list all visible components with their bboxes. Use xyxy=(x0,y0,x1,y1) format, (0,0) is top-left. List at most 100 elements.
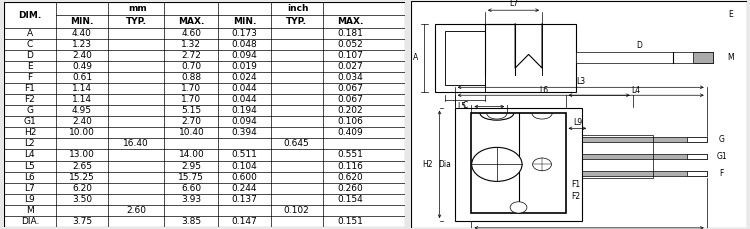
Text: 0.620: 0.620 xyxy=(337,173,363,182)
Text: inch: inch xyxy=(287,4,308,13)
Text: L6: L6 xyxy=(539,86,548,95)
Text: L6: L6 xyxy=(25,173,35,182)
Text: 0.048: 0.048 xyxy=(232,40,257,49)
Text: 0.104: 0.104 xyxy=(232,161,257,171)
Text: 1.70: 1.70 xyxy=(182,84,202,93)
Text: F: F xyxy=(27,73,32,82)
Text: 4.95: 4.95 xyxy=(72,106,92,115)
Text: 10.00: 10.00 xyxy=(69,128,95,137)
Text: MAX.: MAX. xyxy=(178,17,205,26)
Text: 6.60: 6.60 xyxy=(182,184,202,193)
Bar xyxy=(582,137,706,142)
Text: 0.49: 0.49 xyxy=(72,62,92,71)
Text: TYP.: TYP. xyxy=(126,17,147,26)
Text: 0.034: 0.034 xyxy=(337,73,363,82)
Text: L4: L4 xyxy=(632,86,640,95)
Text: H2: H2 xyxy=(24,128,36,137)
Text: M: M xyxy=(26,206,34,215)
Text: 3.85: 3.85 xyxy=(182,217,202,226)
Text: 0.019: 0.019 xyxy=(232,62,257,71)
Text: 0.88: 0.88 xyxy=(182,73,202,82)
Text: G1: G1 xyxy=(23,117,36,126)
Bar xyxy=(454,108,582,221)
Bar xyxy=(576,52,713,63)
Text: 0.260: 0.260 xyxy=(337,184,363,193)
Text: 0.094: 0.094 xyxy=(232,117,257,126)
Text: L9: L9 xyxy=(25,195,35,204)
Text: 0.600: 0.600 xyxy=(232,173,257,182)
Text: 0.181: 0.181 xyxy=(337,29,363,38)
Text: G: G xyxy=(26,106,33,115)
Text: 15.25: 15.25 xyxy=(69,173,94,182)
Text: 0.102: 0.102 xyxy=(284,206,310,215)
Text: F1: F1 xyxy=(25,84,35,93)
Text: L7: L7 xyxy=(25,184,35,193)
Text: TYP.: TYP. xyxy=(286,17,308,26)
Text: 3.93: 3.93 xyxy=(182,195,202,204)
Text: 14.00: 14.00 xyxy=(178,150,204,159)
Text: 0.027: 0.027 xyxy=(337,62,363,71)
Text: 0.154: 0.154 xyxy=(337,195,363,204)
Bar xyxy=(472,113,566,213)
Bar xyxy=(686,171,706,176)
Text: 2.40: 2.40 xyxy=(72,51,92,60)
Text: A: A xyxy=(27,29,33,38)
Text: 0.052: 0.052 xyxy=(337,40,363,49)
Text: MIN.: MIN. xyxy=(70,17,94,26)
Text: L5: L5 xyxy=(25,161,35,171)
Text: 0.394: 0.394 xyxy=(232,128,257,137)
Text: 0.70: 0.70 xyxy=(182,62,202,71)
Text: 2.40: 2.40 xyxy=(72,117,92,126)
Text: A: A xyxy=(413,53,419,62)
Text: 2.72: 2.72 xyxy=(182,51,201,60)
Text: 16.40: 16.40 xyxy=(123,139,149,148)
Text: F: F xyxy=(719,169,724,178)
Text: 0.173: 0.173 xyxy=(232,29,257,38)
Circle shape xyxy=(532,158,551,171)
Text: L3: L3 xyxy=(576,77,585,86)
Text: 0.61: 0.61 xyxy=(72,73,92,82)
Text: mm: mm xyxy=(128,4,146,13)
Text: 0.244: 0.244 xyxy=(232,184,257,193)
Text: 13.00: 13.00 xyxy=(69,150,95,159)
Text: 0.202: 0.202 xyxy=(337,106,363,115)
Text: G: G xyxy=(718,135,724,144)
Text: L2: L2 xyxy=(25,139,35,148)
Text: 0.147: 0.147 xyxy=(232,217,257,226)
Text: 0.067: 0.067 xyxy=(337,95,363,104)
Text: 0.116: 0.116 xyxy=(337,161,363,171)
Bar xyxy=(582,135,653,178)
Text: DIM.: DIM. xyxy=(18,11,41,20)
Text: 1.23: 1.23 xyxy=(72,40,92,49)
Text: 0.151: 0.151 xyxy=(337,217,363,226)
Text: 0.067: 0.067 xyxy=(337,84,363,93)
Text: L5: L5 xyxy=(458,102,466,111)
Text: 0.044: 0.044 xyxy=(232,95,257,104)
Text: 0.107: 0.107 xyxy=(337,51,363,60)
Text: 2.95: 2.95 xyxy=(182,161,201,171)
Text: 2.70: 2.70 xyxy=(182,117,201,126)
Text: 0.511: 0.511 xyxy=(232,150,257,159)
Text: 0.194: 0.194 xyxy=(232,106,257,115)
Text: 1.32: 1.32 xyxy=(182,40,201,49)
Text: 0.645: 0.645 xyxy=(284,139,310,148)
Text: 0.409: 0.409 xyxy=(337,128,363,137)
Bar xyxy=(686,137,706,142)
Bar xyxy=(686,154,706,159)
Text: D: D xyxy=(26,51,33,60)
Text: C: C xyxy=(462,101,467,110)
Text: 0.137: 0.137 xyxy=(232,195,257,204)
Text: F2: F2 xyxy=(25,95,35,104)
Text: C: C xyxy=(27,40,33,49)
Bar xyxy=(582,154,706,159)
Text: 0.044: 0.044 xyxy=(232,84,257,93)
Circle shape xyxy=(472,147,522,181)
Text: 0.551: 0.551 xyxy=(337,150,363,159)
Text: DIA.: DIA. xyxy=(21,217,39,226)
Text: E: E xyxy=(728,10,733,19)
Text: MIN.: MIN. xyxy=(232,17,256,26)
Bar xyxy=(445,31,485,85)
Text: F1: F1 xyxy=(571,180,580,189)
Circle shape xyxy=(510,202,527,213)
Text: 1.70: 1.70 xyxy=(182,95,202,104)
